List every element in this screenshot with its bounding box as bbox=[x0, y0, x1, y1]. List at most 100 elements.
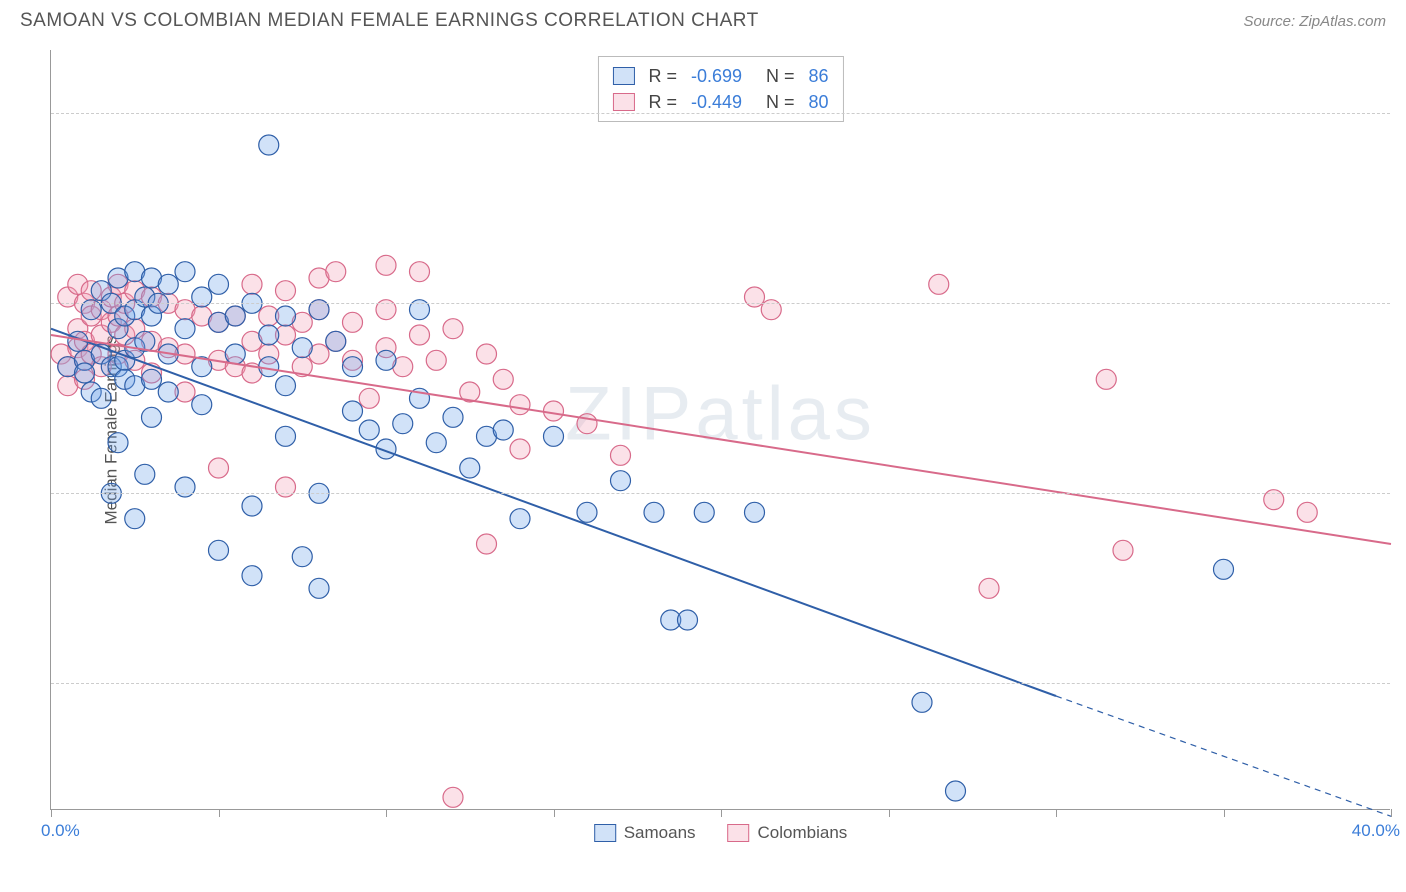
r-value-colombians: -0.449 bbox=[691, 89, 742, 115]
x-tick bbox=[51, 809, 52, 817]
chart-title: SAMOAN VS COLOMBIAN MEDIAN FEMALE EARNIN… bbox=[20, 10, 759, 32]
scatter-point-samoans bbox=[1214, 559, 1234, 579]
scatter-point-samoans bbox=[175, 262, 195, 282]
scatter-point-colombians bbox=[611, 445, 631, 465]
scatter-point-samoans bbox=[376, 350, 396, 370]
scatter-point-colombians bbox=[443, 787, 463, 807]
scatter-point-colombians bbox=[1297, 502, 1317, 522]
legend-swatch-colombians bbox=[728, 824, 750, 842]
y-tick-label: $15,000 bbox=[1400, 673, 1406, 693]
scatter-point-colombians bbox=[477, 344, 497, 364]
legend-item-samoans: Samoans bbox=[594, 823, 696, 843]
x-tick bbox=[219, 809, 220, 817]
stats-row-colombians: R = -0.449 N = 80 bbox=[612, 89, 828, 115]
scatter-point-samoans bbox=[745, 502, 765, 522]
r-value-samoans: -0.699 bbox=[691, 63, 742, 89]
regression-line-dashed-samoans bbox=[1056, 696, 1391, 816]
scatter-point-samoans bbox=[292, 547, 312, 567]
scatter-point-colombians bbox=[477, 534, 497, 554]
scatter-point-samoans bbox=[242, 496, 262, 516]
scatter-point-colombians bbox=[929, 274, 949, 294]
scatter-point-samoans bbox=[678, 610, 698, 630]
scatter-point-colombians bbox=[443, 319, 463, 339]
scatter-point-samoans bbox=[175, 319, 195, 339]
scatter-svg bbox=[51, 50, 1390, 809]
scatter-point-samoans bbox=[259, 135, 279, 155]
scatter-point-samoans bbox=[91, 388, 111, 408]
gridline-h bbox=[51, 683, 1390, 684]
scatter-point-samoans bbox=[343, 357, 363, 377]
scatter-point-samoans bbox=[158, 382, 178, 402]
x-axis-start-label: 0.0% bbox=[41, 821, 80, 841]
gridline-h bbox=[51, 113, 1390, 114]
scatter-point-samoans bbox=[544, 426, 564, 446]
x-tick bbox=[554, 809, 555, 817]
scatter-point-samoans bbox=[209, 274, 229, 294]
x-tick bbox=[889, 809, 890, 817]
scatter-point-samoans bbox=[343, 401, 363, 421]
scatter-point-samoans bbox=[158, 274, 178, 294]
scatter-point-colombians bbox=[376, 255, 396, 275]
scatter-point-colombians bbox=[343, 312, 363, 332]
scatter-point-samoans bbox=[493, 420, 513, 440]
scatter-point-colombians bbox=[359, 388, 379, 408]
n-value-colombians: 80 bbox=[809, 89, 829, 115]
scatter-point-samoans bbox=[276, 426, 296, 446]
scatter-point-samoans bbox=[276, 306, 296, 326]
scatter-point-colombians bbox=[493, 369, 513, 389]
x-axis-end-label: 40.0% bbox=[1352, 821, 1400, 841]
scatter-point-samoans bbox=[611, 471, 631, 491]
scatter-point-samoans bbox=[125, 509, 145, 529]
scatter-point-samoans bbox=[309, 578, 329, 598]
scatter-point-colombians bbox=[510, 439, 530, 459]
x-tick bbox=[386, 809, 387, 817]
scatter-point-colombians bbox=[276, 281, 296, 301]
scatter-point-colombians bbox=[326, 262, 346, 282]
scatter-point-samoans bbox=[276, 376, 296, 396]
scatter-point-samoans bbox=[142, 407, 162, 427]
scatter-point-colombians bbox=[1096, 369, 1116, 389]
scatter-point-colombians bbox=[209, 458, 229, 478]
gridline-h bbox=[51, 493, 1390, 494]
scatter-point-colombians bbox=[426, 350, 446, 370]
scatter-point-samoans bbox=[75, 363, 95, 383]
scatter-point-samoans bbox=[644, 502, 664, 522]
y-tick-label: $45,000 bbox=[1400, 293, 1406, 313]
scatter-point-colombians bbox=[544, 401, 564, 421]
correlation-stats-box: R = -0.699 N = 86 R = -0.449 N = 80 bbox=[597, 56, 843, 122]
r-label: R = bbox=[648, 63, 677, 89]
n-value-samoans: 86 bbox=[809, 63, 829, 89]
y-tick-label: $60,000 bbox=[1400, 103, 1406, 123]
scatter-point-samoans bbox=[694, 502, 714, 522]
series-legend: Samoans Colombians bbox=[594, 823, 848, 843]
scatter-point-samoans bbox=[242, 566, 262, 586]
n-label: N = bbox=[756, 63, 795, 89]
scatter-point-colombians bbox=[242, 274, 262, 294]
scatter-point-samoans bbox=[393, 414, 413, 434]
swatch-samoans bbox=[612, 67, 634, 85]
regression-line-samoans bbox=[51, 329, 1056, 696]
legend-label-samoans: Samoans bbox=[624, 823, 696, 843]
legend-swatch-samoans bbox=[594, 824, 616, 842]
x-tick bbox=[1056, 809, 1057, 817]
scatter-point-samoans bbox=[259, 325, 279, 345]
scatter-point-colombians bbox=[410, 262, 430, 282]
scatter-point-samoans bbox=[326, 331, 346, 351]
scatter-point-samoans bbox=[108, 433, 128, 453]
stats-row-samoans: R = -0.699 N = 86 bbox=[612, 63, 828, 89]
scatter-point-samoans bbox=[135, 464, 155, 484]
scatter-point-colombians bbox=[410, 325, 430, 345]
scatter-point-samoans bbox=[946, 781, 966, 801]
legend-label-colombians: Colombians bbox=[758, 823, 848, 843]
scatter-point-samoans bbox=[426, 433, 446, 453]
x-tick bbox=[1391, 809, 1392, 817]
scatter-point-samoans bbox=[192, 395, 212, 415]
legend-item-colombians: Colombians bbox=[728, 823, 848, 843]
scatter-point-samoans bbox=[443, 407, 463, 427]
x-tick bbox=[721, 809, 722, 817]
scatter-point-samoans bbox=[142, 369, 162, 389]
scatter-point-colombians bbox=[510, 395, 530, 415]
chart-plot-area: Median Female Earnings ZIPatlas R = -0.6… bbox=[50, 50, 1390, 810]
scatter-point-colombians bbox=[1113, 540, 1133, 560]
scatter-point-samoans bbox=[225, 306, 245, 326]
